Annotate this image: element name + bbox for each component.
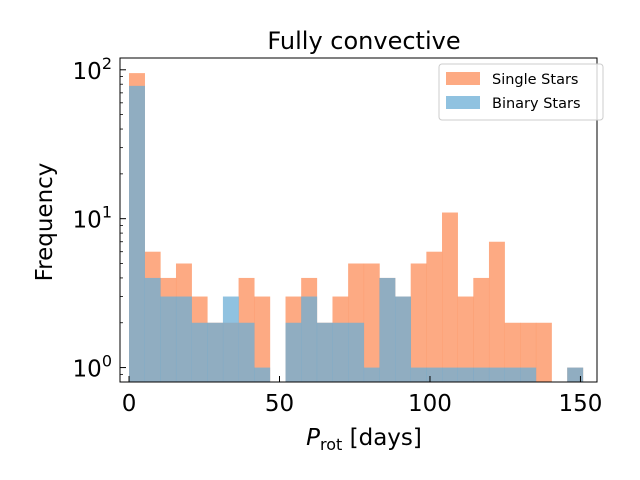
bar-binary-24 <box>504 367 521 382</box>
bar-binary-6 <box>222 296 239 382</box>
bar-single-20 <box>442 212 458 382</box>
bar-single-21 <box>457 296 474 382</box>
bar-single-25 <box>520 322 537 382</box>
y-axis: 100 101 102 <box>73 54 126 383</box>
x-tick-label-50: 50 <box>265 391 294 417</box>
x-tick-label-0: 0 <box>122 391 137 417</box>
bar-single-23 <box>488 241 505 382</box>
bar-binary-28 <box>567 367 584 382</box>
bar-binary-14 <box>348 322 365 382</box>
chart-title: Fully convective <box>267 27 460 55</box>
bars-group <box>129 73 584 383</box>
y-tick-label-10: 101 <box>73 203 112 234</box>
bar-binary-22 <box>473 367 490 382</box>
x-axis-label: Prot [days] <box>306 425 422 454</box>
bar-single-15 <box>363 263 380 382</box>
legend-swatch-binary-stars <box>446 96 480 109</box>
bar-binary-10 <box>285 322 302 382</box>
x-axis: 0 50 100 150 <box>122 376 602 417</box>
bar-single-18 <box>410 263 427 382</box>
bar-binary-17 <box>395 296 412 382</box>
bar-single-8 <box>254 296 271 382</box>
bar-binary-8 <box>254 367 271 382</box>
bar-binary-18 <box>410 367 427 382</box>
bar-binary-23 <box>488 367 505 382</box>
bar-binary-16 <box>379 277 396 382</box>
legend-swatch-single-stars <box>446 72 480 85</box>
y-tick-label-1: 100 <box>73 352 112 383</box>
bar-binary-4 <box>191 322 208 382</box>
bar-binary-15 <box>363 367 380 382</box>
bar-single-24 <box>504 322 521 382</box>
plot-frame <box>119 57 598 383</box>
bar-binary-3 <box>175 296 192 382</box>
bar-binary-2 <box>160 296 177 382</box>
bar-binary-25 <box>520 367 537 382</box>
bar-binary-19 <box>426 367 443 382</box>
x-tick-label-150: 150 <box>558 391 602 417</box>
legend: Single Stars Binary Stars <box>438 63 604 121</box>
bar-binary-13 <box>332 322 349 382</box>
x-tick-label-100: 100 <box>408 391 452 417</box>
legend-label-single-stars: Single Stars <box>492 72 578 88</box>
bar-single-19 <box>426 251 443 382</box>
bar-binary-1 <box>144 277 161 382</box>
bar-single-26 <box>535 322 552 382</box>
bar-binary-5 <box>207 322 224 382</box>
bar-binary-11 <box>301 296 318 382</box>
bar-binary-21 <box>457 367 474 382</box>
y-axis-label: Frequency <box>32 163 58 282</box>
bar-binary-7 <box>238 322 255 382</box>
bar-binary-12 <box>316 322 333 382</box>
legend-label-binary-stars: Binary Stars <box>492 96 581 112</box>
y-tick-label-100: 102 <box>73 54 112 85</box>
bar-binary-20 <box>442 367 458 382</box>
bar-single-22 <box>473 277 490 382</box>
bar-binary-0 <box>129 85 145 383</box>
